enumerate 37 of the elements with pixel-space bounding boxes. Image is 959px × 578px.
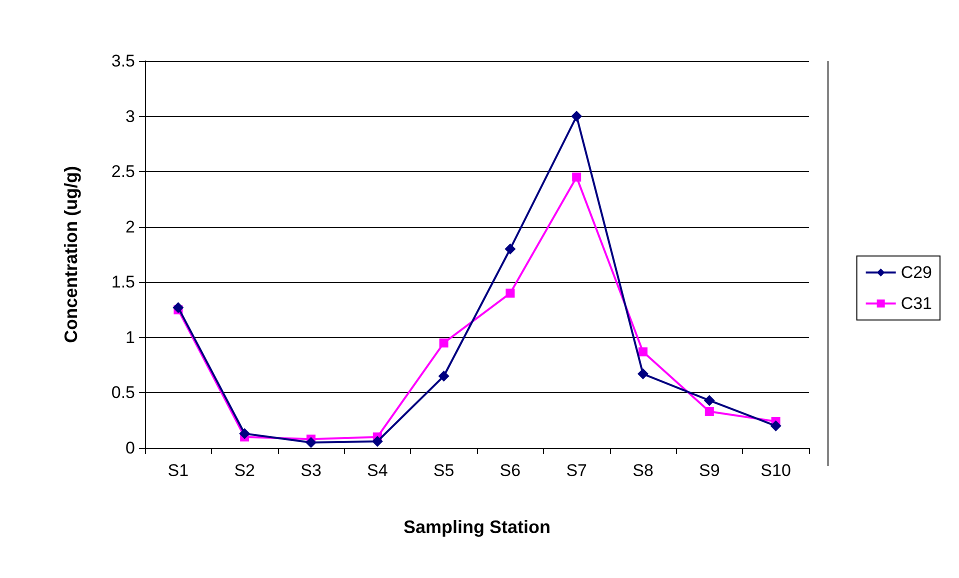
x-tick-label: S7 bbox=[566, 461, 587, 480]
point bbox=[306, 436, 316, 448]
point bbox=[372, 436, 383, 447]
point bbox=[638, 368, 648, 380]
y-tick-label: 2 bbox=[126, 217, 135, 236]
point bbox=[239, 428, 250, 440]
y-tick-label: 0 bbox=[126, 438, 135, 458]
legend-label: C29 bbox=[900, 263, 932, 282]
x-tick-label: S5 bbox=[433, 461, 454, 480]
y-tick-label: 2.5 bbox=[111, 162, 135, 182]
y-tick-label: 1.5 bbox=[111, 272, 135, 292]
point bbox=[504, 243, 516, 254]
point bbox=[439, 338, 448, 348]
point bbox=[172, 302, 184, 314]
y-axis-title: Concentration (ug/g) bbox=[61, 166, 81, 343]
point bbox=[704, 394, 715, 406]
x-tick-label: S1 bbox=[168, 461, 189, 480]
point bbox=[572, 172, 582, 182]
point bbox=[638, 347, 648, 356]
point bbox=[506, 288, 515, 298]
y-tick-label: 1 bbox=[126, 328, 135, 347]
y-tick-label: 0.5 bbox=[111, 383, 135, 402]
x-tick-label: S3 bbox=[300, 461, 322, 480]
y-tick-label: 3.5 bbox=[111, 52, 135, 70]
x-tick-label: S6 bbox=[500, 461, 521, 480]
x-tick-label: S8 bbox=[632, 461, 654, 480]
x-tick-label: S2 bbox=[234, 461, 255, 480]
point bbox=[704, 407, 714, 416]
legend-label: C31 bbox=[900, 294, 932, 313]
point bbox=[438, 370, 450, 382]
x-tick-label: S9 bbox=[699, 461, 720, 480]
x-axis-title: Sampling Station bbox=[403, 517, 551, 537]
point bbox=[770, 420, 782, 432]
y-tick-label: 3 bbox=[126, 106, 135, 126]
point bbox=[571, 110, 582, 122]
x-tick-label: S4 bbox=[367, 461, 388, 480]
x-tick-label: S10 bbox=[760, 461, 791, 480]
